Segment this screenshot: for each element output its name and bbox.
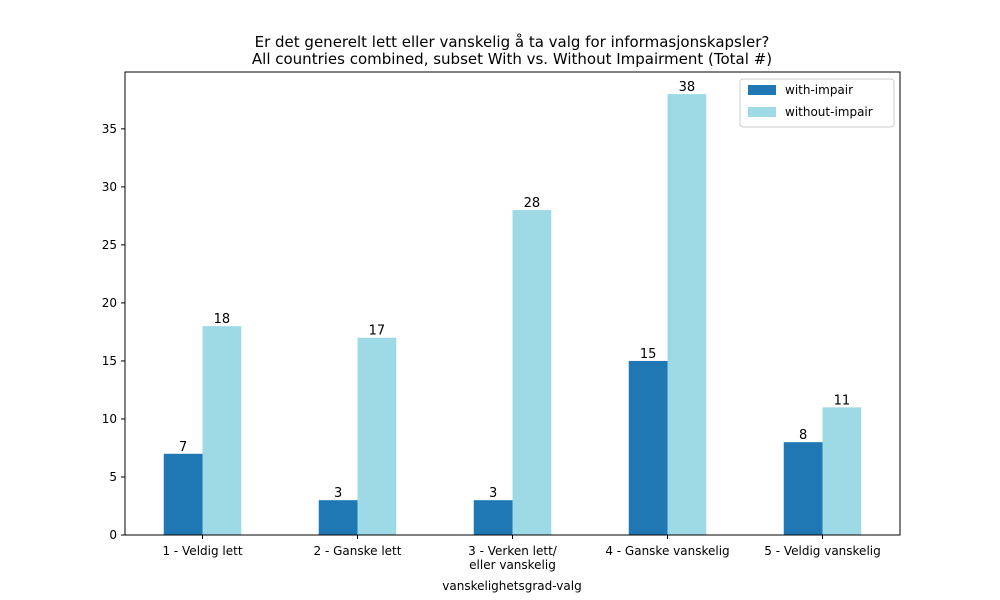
bar-with-impair-2 [318, 500, 358, 535]
bar-without-impair-2 [357, 337, 397, 535]
bar-with-impair-4 [628, 360, 668, 535]
legend-label-without-impair: without-impair [785, 105, 873, 119]
x-tick-label: 2 - Ganske lett [314, 544, 402, 558]
bar-without-impair-3 [512, 210, 552, 536]
x-axis-label: vanskelighetsgrad-valg [442, 579, 581, 593]
data-label: 7 [179, 440, 187, 455]
legend-swatch-with-impair [748, 85, 776, 95]
bar-with-impair-3 [473, 500, 513, 535]
bar-without-impair-4 [667, 94, 707, 536]
data-label: 17 [369, 324, 386, 339]
chart-subtitle: All countries combined, subset With vs. … [252, 50, 772, 68]
data-label: 3 [489, 486, 497, 501]
bar-with-impair-5 [783, 442, 823, 535]
data-label: 15 [640, 347, 657, 362]
y-tick-label: 0 [109, 528, 117, 542]
bar-with-impair-1 [163, 453, 203, 535]
data-label: 11 [834, 393, 851, 408]
legend: with-impair without-impair [739, 78, 895, 128]
y-tick-label: 25 [102, 238, 117, 252]
data-label: 3 [334, 486, 342, 501]
bar-without-impair-1 [202, 326, 242, 535]
legend-swatch-without-impair [748, 107, 776, 117]
y-tick-label: 5 [109, 470, 117, 484]
legend-box [739, 78, 895, 128]
bar-without-impair-5 [822, 407, 862, 535]
data-label: 8 [799, 428, 807, 443]
y-tick-label: 30 [102, 180, 117, 194]
data-label: 28 [524, 196, 541, 211]
legend-label-with-impair: with-impair [785, 83, 853, 97]
chart-title: Er det generelt lett eller vanskelig å t… [255, 33, 770, 51]
y-tick-label: 15 [102, 354, 117, 368]
plot-area: 7 3 3 15 8 18 17 28 38 11 0 5 10 15 20 25 30 35 1 - Veldig… [102, 71, 901, 572]
data-label: 38 [679, 80, 696, 95]
y-tick-label: 10 [102, 412, 117, 426]
x-tick-label: 4 - Ganske vanskelig [605, 544, 729, 558]
x-tick-label: 1 - Veldig lett [162, 544, 242, 558]
y-tick-label: 20 [102, 296, 117, 310]
x-tick-label: 5 - Veldig vanskelig [764, 544, 880, 558]
data-label: 18 [214, 312, 231, 327]
x-tick-label: 3 - Verken lett/eller vanskelig [468, 544, 558, 572]
y-tick-label: 35 [102, 122, 117, 136]
